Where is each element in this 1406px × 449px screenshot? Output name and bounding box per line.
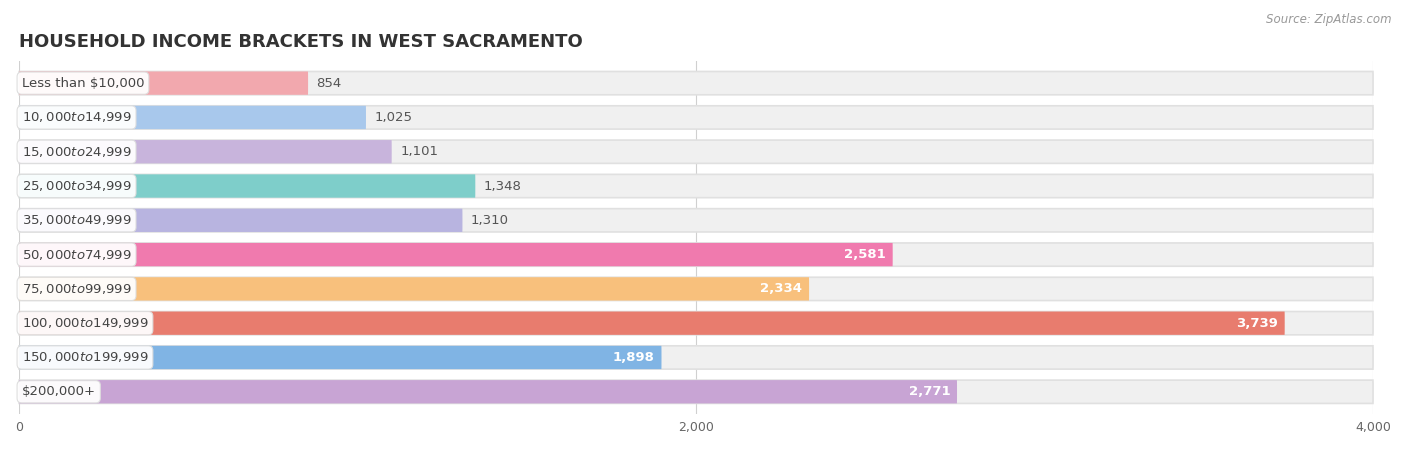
FancyBboxPatch shape	[20, 140, 1374, 163]
Text: 1,025: 1,025	[374, 111, 412, 124]
FancyBboxPatch shape	[20, 346, 661, 369]
Text: $35,000 to $49,999: $35,000 to $49,999	[21, 213, 131, 227]
Text: $10,000 to $14,999: $10,000 to $14,999	[21, 110, 131, 124]
Text: 3,739: 3,739	[1236, 317, 1278, 330]
Text: Less than $10,000: Less than $10,000	[21, 77, 145, 90]
Text: $75,000 to $99,999: $75,000 to $99,999	[21, 282, 131, 296]
Text: Source: ZipAtlas.com: Source: ZipAtlas.com	[1267, 13, 1392, 26]
FancyBboxPatch shape	[20, 106, 366, 129]
Text: 2,771: 2,771	[908, 385, 950, 398]
FancyBboxPatch shape	[20, 243, 1374, 266]
FancyBboxPatch shape	[20, 312, 1374, 335]
FancyBboxPatch shape	[20, 209, 463, 232]
Text: 2,334: 2,334	[761, 282, 803, 295]
FancyBboxPatch shape	[20, 277, 808, 300]
Text: 2,581: 2,581	[844, 248, 886, 261]
FancyBboxPatch shape	[20, 71, 308, 95]
Text: $150,000 to $199,999: $150,000 to $199,999	[21, 351, 148, 365]
Text: $15,000 to $24,999: $15,000 to $24,999	[21, 145, 131, 159]
Text: $100,000 to $149,999: $100,000 to $149,999	[21, 316, 148, 330]
Text: $50,000 to $74,999: $50,000 to $74,999	[21, 247, 131, 262]
Text: $200,000+: $200,000+	[21, 385, 96, 398]
FancyBboxPatch shape	[20, 346, 1374, 369]
FancyBboxPatch shape	[20, 209, 1374, 232]
FancyBboxPatch shape	[20, 174, 475, 198]
Text: 1,101: 1,101	[401, 145, 439, 158]
Text: 1,310: 1,310	[471, 214, 509, 227]
Text: 1,348: 1,348	[484, 180, 522, 193]
FancyBboxPatch shape	[20, 312, 1285, 335]
FancyBboxPatch shape	[20, 174, 1374, 198]
Text: 854: 854	[316, 77, 342, 90]
Text: 1,898: 1,898	[613, 351, 655, 364]
Text: HOUSEHOLD INCOME BRACKETS IN WEST SACRAMENTO: HOUSEHOLD INCOME BRACKETS IN WEST SACRAM…	[20, 33, 582, 51]
FancyBboxPatch shape	[20, 380, 1374, 403]
FancyBboxPatch shape	[20, 380, 957, 403]
FancyBboxPatch shape	[20, 277, 1374, 300]
FancyBboxPatch shape	[20, 106, 1374, 129]
Text: $25,000 to $34,999: $25,000 to $34,999	[21, 179, 131, 193]
FancyBboxPatch shape	[20, 140, 392, 163]
FancyBboxPatch shape	[20, 243, 893, 266]
FancyBboxPatch shape	[20, 71, 1374, 95]
